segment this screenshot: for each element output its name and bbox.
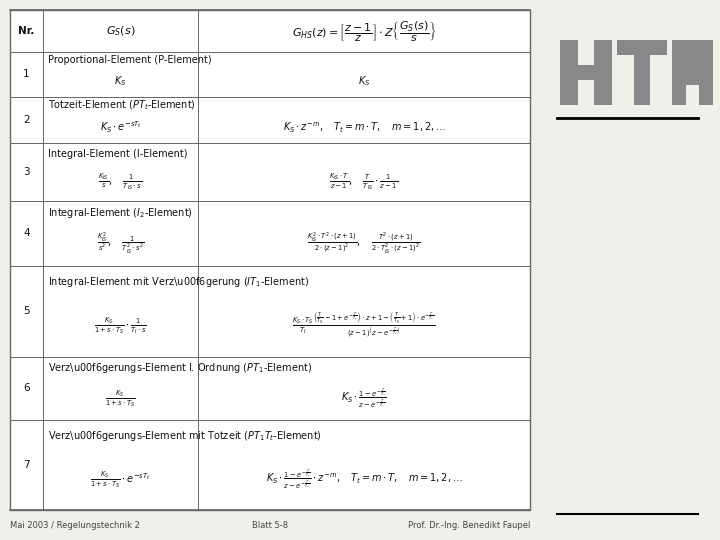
Text: $K_S$: $K_S$ bbox=[114, 75, 127, 89]
Text: $\frac{K_S}{1+s \cdot T_S}$: $\frac{K_S}{1+s \cdot T_S}$ bbox=[105, 388, 136, 409]
Text: 7: 7 bbox=[23, 460, 30, 470]
Text: $G_{HS}(z) = \left[\dfrac{z-1}{z}\right] \cdot Z\left\{\dfrac{G_S(s)}{s}\right\}: $G_{HS}(z) = \left[\dfrac{z-1}{z}\right]… bbox=[292, 19, 436, 43]
Text: $G_S(s)$: $G_S(s)$ bbox=[106, 24, 135, 38]
Bar bbox=[560, 40, 578, 105]
Text: $\frac{K_{IS} \cdot T}{z-1}, \quad \frac{T}{T_{IS}} \cdot \frac{1}{z-1}$: $\frac{K_{IS} \cdot T}{z-1}, \quad \frac… bbox=[330, 171, 399, 192]
Text: $\frac{K_{IS}^2 \cdot T^2 \cdot (z+1)}{2 \cdot (z-1)^2}, \quad \frac{T^2 \cdot (: $\frac{K_{IS}^2 \cdot T^2 \cdot (z+1)}{2… bbox=[307, 231, 421, 256]
Bar bbox=[10, 10, 530, 510]
Text: 4: 4 bbox=[23, 228, 30, 238]
Text: $\frac{K_{IS}^2}{s^2}, \quad \frac{1}{T_{IS}^2 \cdot s^2}$: $\frac{K_{IS}^2}{s^2}, \quad \frac{1}{T_… bbox=[96, 231, 144, 256]
Text: $K_S \cdot z^{-m}, \quad T_t = m \cdot T, \quad m = 1, 2, \ldots$: $K_S \cdot z^{-m}, \quad T_t = m \cdot T… bbox=[282, 120, 446, 134]
Text: 5: 5 bbox=[23, 306, 30, 316]
Text: Integral-Element (I-Element): Integral-Element (I-Element) bbox=[48, 148, 187, 159]
Text: $\frac{K_{IS}}{s}, \quad \frac{1}{T_{IS} \cdot s}$: $\frac{K_{IS}}{s}, \quad \frac{1}{T_{IS}… bbox=[99, 171, 143, 192]
Text: 2: 2 bbox=[23, 115, 30, 125]
Bar bbox=[634, 55, 650, 105]
Text: Integral-Element mit Verz\u00f6gerung ($IT_1$-Element): Integral-Element mit Verz\u00f6gerung ($… bbox=[48, 275, 309, 289]
Bar bbox=[617, 40, 667, 55]
Text: Proportional-Element (P-Element): Proportional-Element (P-Element) bbox=[48, 55, 212, 65]
Text: Verz\u00f6gerungs-Element mit Totzeit ($PT_1T_t$-Element): Verz\u00f6gerungs-Element mit Totzeit ($… bbox=[48, 429, 322, 443]
Text: $K_S \cdot e^{-sT_t}$: $K_S \cdot e^{-sT_t}$ bbox=[99, 120, 141, 135]
Bar bbox=[686, 40, 699, 85]
Bar bbox=[578, 65, 594, 80]
Text: $\frac{K_S}{1+s \cdot T_S} \cdot e^{-sT_t}$: $\frac{K_S}{1+s \cdot T_S} \cdot e^{-sT_… bbox=[90, 469, 150, 490]
Text: $\frac{K_S}{1+s \cdot T_S} \cdot \frac{1}{T_I \cdot s}$: $\frac{K_S}{1+s \cdot T_S} \cdot \frac{1… bbox=[94, 315, 147, 336]
Text: 1: 1 bbox=[23, 70, 30, 79]
Text: Integral-Element ($I_2$-Element): Integral-Element ($I_2$-Element) bbox=[48, 206, 193, 220]
Text: Mai 2003 / Regelungstechnik 2: Mai 2003 / Regelungstechnik 2 bbox=[10, 521, 140, 530]
Text: Prof. Dr.-Ing. Benedikt Faupel: Prof. Dr.-Ing. Benedikt Faupel bbox=[408, 521, 530, 530]
Bar bbox=[672, 40, 686, 105]
Text: $\frac{K_S \cdot T_S}{T_I} \frac{\left(\frac{T}{T_S}-1+e^{-\frac{T}{T_S}}\right): $\frac{K_S \cdot T_S}{T_I} \frac{\left(\… bbox=[292, 311, 436, 340]
Text: 3: 3 bbox=[23, 167, 30, 177]
Bar bbox=[594, 40, 612, 105]
Text: $K_S \cdot \frac{1-e^{-\frac{T}{T_S}}}{z-e^{-\frac{T}{T_S}}}$: $K_S \cdot \frac{1-e^{-\frac{T}{T_S}}}{z… bbox=[341, 387, 387, 410]
Text: 6: 6 bbox=[23, 383, 30, 393]
Text: $K_S \cdot \frac{1-e^{-\frac{T}{T_S}}}{z-e^{-\frac{T}{T_S}}} \cdot z^{-m}, \quad: $K_S \cdot \frac{1-e^{-\frac{T}{T_S}}}{z… bbox=[266, 468, 462, 491]
Text: Totzeit-Element ($PT_t$-Element): Totzeit-Element ($PT_t$-Element) bbox=[48, 98, 196, 112]
Text: Verz\u00f6gerungs-Element I. Ordnung ($PT_1$-Element): Verz\u00f6gerungs-Element I. Ordnung ($P… bbox=[48, 361, 312, 375]
Text: Blatt 5-8: Blatt 5-8 bbox=[252, 521, 288, 530]
Text: $K_S$: $K_S$ bbox=[358, 75, 370, 89]
Text: Nr.: Nr. bbox=[18, 26, 35, 36]
Bar bbox=[699, 40, 713, 105]
